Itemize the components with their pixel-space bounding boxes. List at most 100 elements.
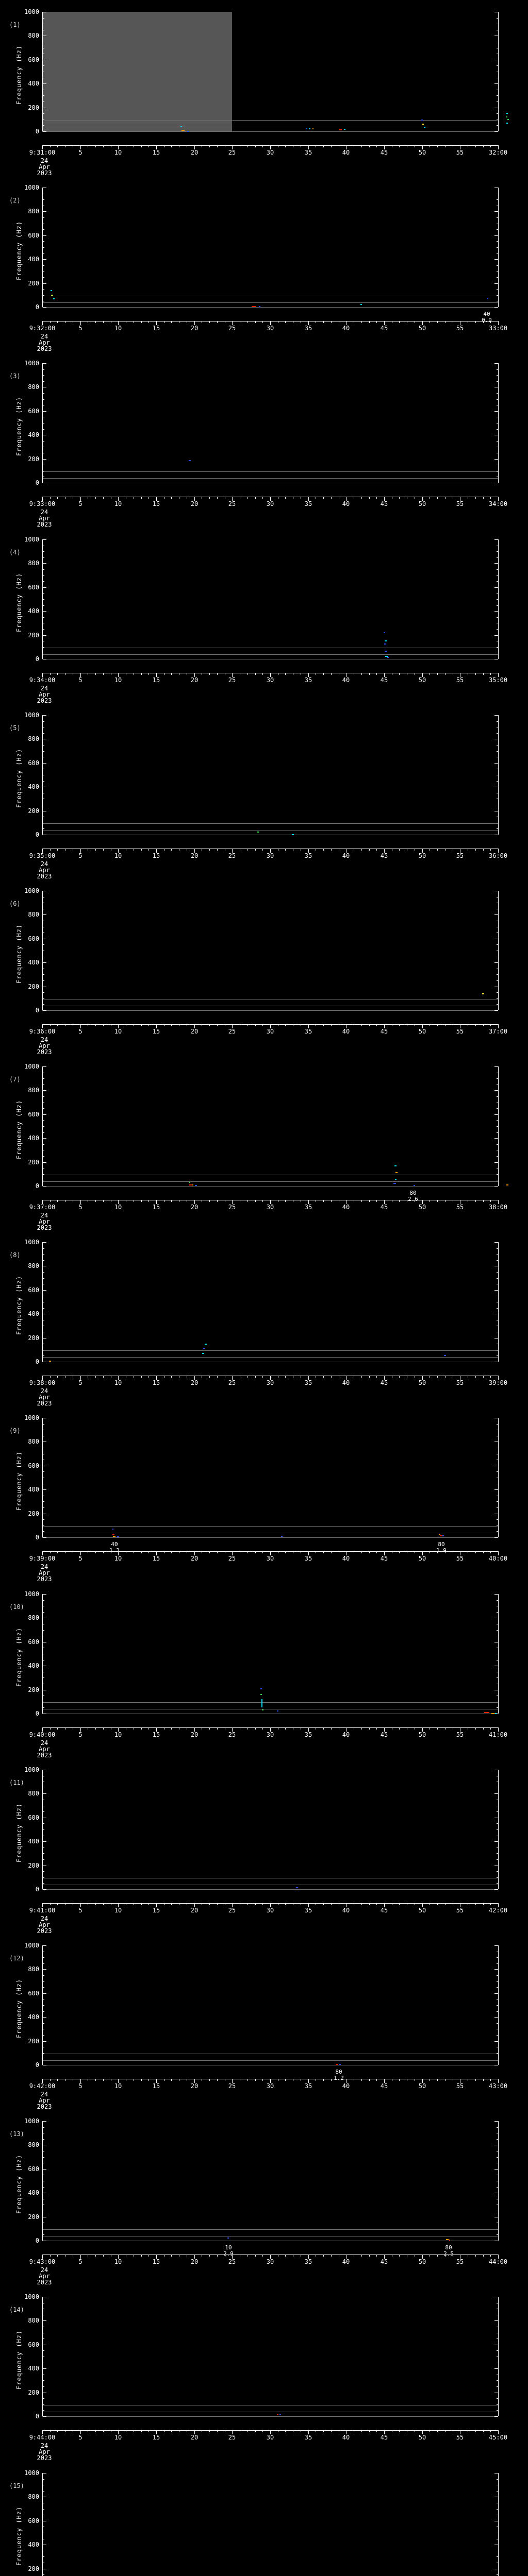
x-tick xyxy=(171,2431,172,2432)
y-tick xyxy=(43,2234,44,2235)
x-tick xyxy=(50,1376,51,1378)
y-tick xyxy=(43,381,44,382)
date-label: Apr xyxy=(39,1218,50,1225)
y-tick xyxy=(494,1993,498,1994)
y-tick xyxy=(497,2350,498,2351)
x-tick-label: 20 xyxy=(190,1379,199,1386)
y-tick xyxy=(43,781,44,782)
event-speck xyxy=(440,1535,443,1536)
x-tick xyxy=(376,673,377,675)
y-tick xyxy=(43,587,46,588)
y-tick xyxy=(43,599,44,600)
x-tick xyxy=(331,1904,332,1905)
x-tick xyxy=(475,1552,476,1553)
y-tick xyxy=(43,980,44,981)
x-tick-label: 35 xyxy=(304,1731,312,1738)
y-axis-left xyxy=(42,2121,43,2241)
x-tick-label: 25 xyxy=(228,1555,236,1562)
y-tick xyxy=(494,539,498,540)
y-tick xyxy=(43,1126,44,1127)
x-tick xyxy=(490,497,491,499)
x-tick xyxy=(483,321,484,323)
y-tick-label: 800 xyxy=(28,1087,39,1094)
x-tick xyxy=(156,1376,157,1380)
y-tick xyxy=(43,459,46,460)
y-tick xyxy=(43,247,44,248)
y-tick xyxy=(43,2017,46,2018)
x-tick-label: 30 xyxy=(266,852,274,859)
y-tick xyxy=(43,1793,46,1794)
x-tick xyxy=(445,2079,446,2081)
event-speck xyxy=(202,1353,204,1354)
x-tick xyxy=(217,497,218,499)
x-tick xyxy=(42,321,43,325)
x-tick-label: 15 xyxy=(152,1204,160,1211)
y-tick xyxy=(43,1278,44,1279)
x-tick xyxy=(376,1025,377,1026)
detection-annotation: 80 xyxy=(438,1541,445,1548)
y-axis-left xyxy=(42,1770,43,1889)
x-tick xyxy=(399,1025,400,1026)
x-tick-label: 15 xyxy=(152,676,160,684)
event-speck xyxy=(51,290,52,291)
x-tick xyxy=(445,1728,446,1730)
date-label: 24 xyxy=(40,1915,48,1922)
x-tick xyxy=(171,1025,172,1026)
x-tick xyxy=(171,1552,172,1553)
x-tick xyxy=(490,1728,491,1730)
y-tick xyxy=(497,217,498,218)
x-end-time-label: 45:00 xyxy=(488,2434,508,2441)
x-tick-label: 10 xyxy=(114,1555,122,1562)
x-tick xyxy=(475,321,476,323)
x-tick-label: 55 xyxy=(456,1731,464,1738)
y-tick xyxy=(43,1010,46,1011)
x-tick xyxy=(369,321,370,323)
y-tick xyxy=(43,1612,44,1613)
x-tick xyxy=(171,673,172,675)
y-tick xyxy=(497,1811,498,1812)
y-tick xyxy=(494,411,498,412)
x-tick xyxy=(80,497,81,501)
detection-annotation: 80 xyxy=(445,2244,452,2251)
y-tick xyxy=(497,605,498,606)
x-tick xyxy=(57,146,58,147)
x-tick xyxy=(475,1728,476,1730)
x-tick xyxy=(194,1728,195,1732)
x-tick xyxy=(57,1200,58,1202)
y-tick xyxy=(43,259,46,260)
x-tick xyxy=(209,1904,210,1905)
y-axis-left xyxy=(42,2297,43,2416)
y-tick-label: 600 xyxy=(28,584,39,591)
x-tick xyxy=(217,2079,218,2081)
reference-hline xyxy=(42,1350,498,1351)
x-tick-label: 15 xyxy=(152,325,160,332)
event-speck xyxy=(312,128,314,129)
x-tick xyxy=(141,1904,142,1905)
x-tick xyxy=(285,2431,286,2432)
x-tick xyxy=(331,1376,332,1378)
y-tick xyxy=(43,235,46,236)
y-tick xyxy=(497,1707,498,1708)
x-tick xyxy=(422,2255,423,2259)
x-tick xyxy=(262,1025,263,1026)
y-tick xyxy=(497,2187,498,2188)
x-tick-label: 35 xyxy=(304,1907,312,1914)
x-tick xyxy=(156,849,157,853)
y-tick xyxy=(497,2386,498,2387)
y-tick xyxy=(497,575,498,576)
y-tick xyxy=(43,217,44,218)
x-tick xyxy=(80,1552,81,1555)
x-tick xyxy=(103,2255,104,2257)
date-label: 24 xyxy=(40,2266,48,2274)
y-tick xyxy=(43,369,44,370)
y-tick-label: 1000 xyxy=(24,711,39,719)
reference-hline xyxy=(42,1702,498,1703)
y-tick xyxy=(43,2169,46,2170)
x-tick xyxy=(232,849,233,853)
x-tick-label: 30 xyxy=(266,1028,274,1035)
reference-hline xyxy=(42,2060,498,2061)
y-tick-label: 0 xyxy=(35,2413,39,2420)
x-tick-label: 30 xyxy=(266,1555,274,1562)
x-tick xyxy=(148,497,149,499)
x-tick xyxy=(50,1552,51,1553)
